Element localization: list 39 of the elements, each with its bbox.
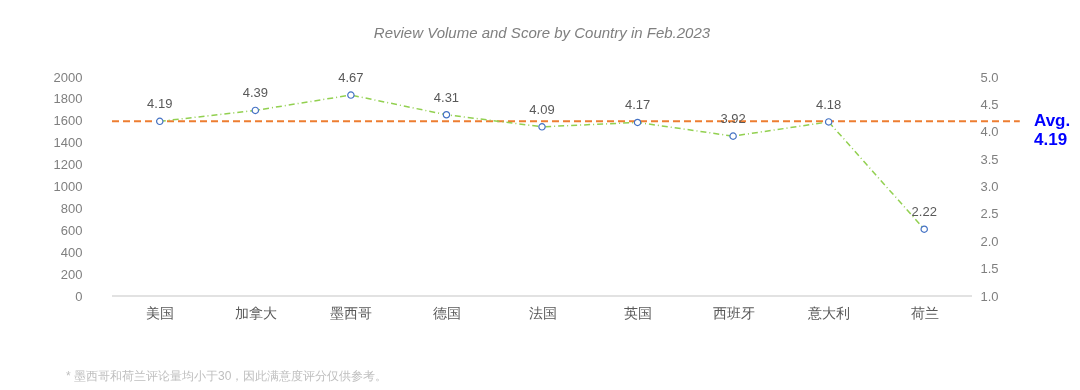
x-tick-label: 美国: [146, 304, 175, 321]
y-tick-label: 2000: [53, 69, 83, 85]
y2-tick-label: 4.0: [980, 124, 999, 140]
y2-tick-label: 3.5: [980, 151, 999, 167]
y2-tick-label: 5.0: [980, 69, 999, 85]
y-tick-label: 1200: [53, 157, 83, 173]
x-tick-label: 西班牙: [712, 304, 755, 321]
x-tick-label: 荷兰: [910, 304, 939, 321]
data-label: 2.22: [911, 204, 937, 220]
data-label: 4.31: [433, 89, 460, 105]
x-tick-label: 意大利: [807, 304, 851, 321]
x-tick-label: 墨西哥: [330, 304, 373, 321]
data-label: 4.39: [242, 85, 268, 101]
data-label: 4.67: [338, 70, 364, 86]
y2-tick-label: 4.5: [980, 96, 999, 112]
y-tick-label: 600: [60, 222, 83, 238]
x-tick-label: 英国: [624, 304, 653, 321]
y2-tick-label: 3.0: [980, 179, 999, 194]
y-tick-label: 0: [75, 288, 83, 304]
y2-tick-label: 2.0: [980, 233, 999, 249]
y2-tick-label: 2.5: [980, 206, 999, 222]
y-tick-label: 200: [60, 266, 83, 282]
x-tick-label: 法国: [528, 304, 557, 321]
y-tick-label: 1400: [53, 135, 83, 151]
data-label: 4.09: [529, 101, 555, 117]
chart-title: Review Volume and Score by Country in Feb.2023: [373, 24, 711, 41]
x-tick-label: 德国: [432, 304, 461, 321]
y2-tick-label: 1.0: [980, 288, 999, 304]
y2-tick-label: 1.5: [980, 261, 999, 277]
ref-line-label: Avg. 4.19: [1034, 111, 1071, 150]
y-tick-label: 400: [60, 244, 83, 260]
x-tick-label: 加拿大: [234, 304, 277, 321]
data-label: 4.19: [147, 96, 173, 112]
data-label: 4.18: [816, 96, 842, 112]
y-tick-label: 1600: [53, 113, 83, 129]
y-tick-label: 1000: [53, 179, 83, 194]
y-tick-label: 1800: [53, 91, 83, 107]
data-label: 4.17: [624, 97, 651, 113]
y-tick-label: 800: [60, 200, 83, 216]
